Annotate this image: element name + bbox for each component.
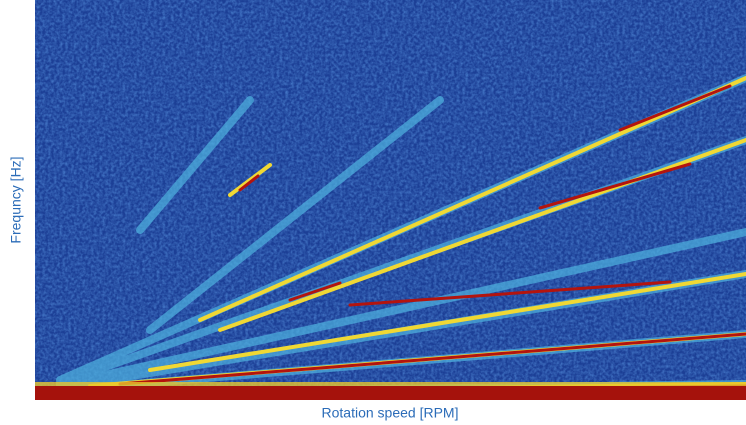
x-axis-label: Rotation speed [RPM] bbox=[322, 405, 459, 421]
low-frequency-band bbox=[35, 386, 746, 400]
plot-area bbox=[35, 0, 746, 400]
low-frequency-edge bbox=[35, 382, 746, 386]
y-axis-label: Frequncy [Hz] bbox=[8, 156, 24, 243]
order-lines bbox=[35, 74, 746, 398]
